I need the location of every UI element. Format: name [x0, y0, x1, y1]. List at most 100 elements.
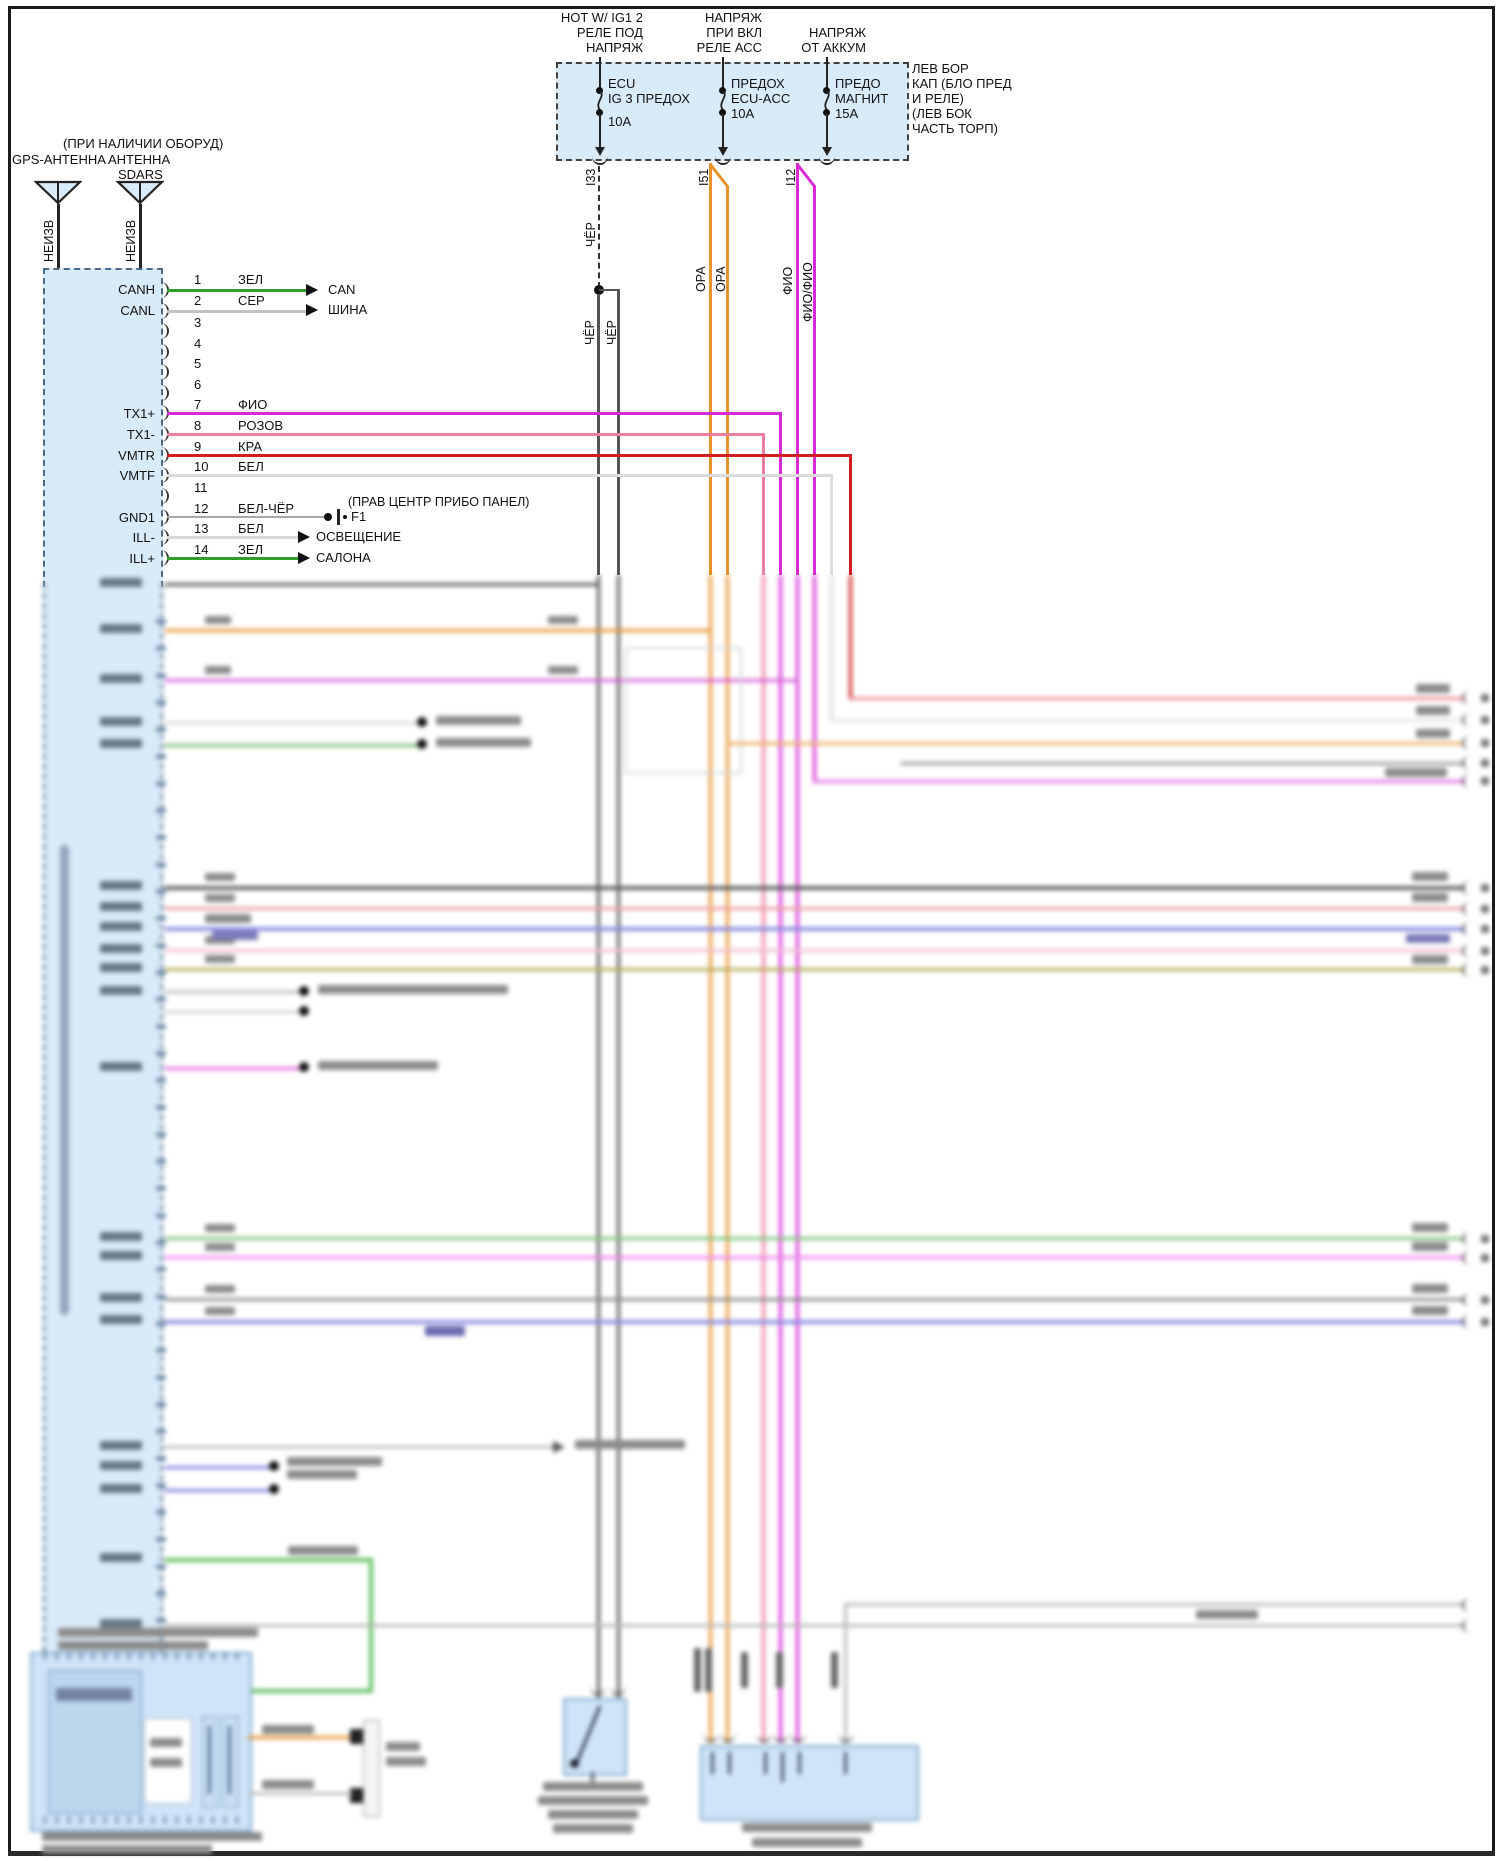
- fuse-box-side-note-3: И РЕЛЕ): [912, 91, 964, 106]
- fuse2-out-arrow-icon: [718, 147, 728, 156]
- illum-dest-1: ОСВЕЩЕНИЕ: [316, 529, 402, 544]
- fuse1-amp: 10A: [608, 114, 632, 129]
- circuit1-feed-line: [599, 57, 601, 89]
- row992-dot: [299, 986, 309, 996]
- row698-label: [1416, 684, 1450, 693]
- amp-slot2-tick: [228, 1726, 231, 1794]
- pin12-color: БЕЛ-ЧЁР: [238, 501, 295, 516]
- row-white-720: [831, 719, 1465, 722]
- fuse3-label-2: МАГНИТ: [835, 91, 889, 106]
- wire-canh: [167, 289, 307, 292]
- wire-orange-split: [708, 163, 730, 188]
- amp-inner-label2: [150, 1758, 182, 1767]
- pin10-name: VMTF: [119, 468, 155, 483]
- wire-pink-v2: [762, 575, 765, 1743]
- row1012-dot: [299, 1006, 309, 1016]
- pin5-arc-icon: [158, 364, 169, 380]
- rnum-1258: [1481, 1254, 1489, 1262]
- frame-bottom: [8, 1851, 1495, 1856]
- fuse-box-side-note-2: КАП (БЛО ПРЕД: [912, 76, 1012, 91]
- pin4-arc-icon: [158, 344, 169, 360]
- row-1447: [165, 1446, 555, 1448]
- gnd1-ground-note: (ПРАВ ЦЕНТР ПРИБО ПАНЕЛ): [348, 495, 530, 509]
- redge-1625: [1462, 1619, 1473, 1633]
- circuit2-feed-line: [722, 57, 724, 89]
- row-1467: [165, 1466, 270, 1469]
- fuse3-bottom-dot: [823, 109, 830, 116]
- sdars-antenna-lead: [139, 204, 142, 268]
- rnum-781: [1481, 777, 1489, 785]
- row-grey-723: [165, 722, 421, 724]
- pin4-num: 4: [194, 336, 202, 351]
- row763-label: [1385, 768, 1447, 777]
- row720-label: [1416, 706, 1450, 715]
- amp-slot1-tick: [208, 1726, 211, 1794]
- row929-mid-label: [212, 931, 258, 940]
- row-green-745: [165, 744, 421, 747]
- pin9-color: КРА: [238, 439, 263, 454]
- pin1-name: CANH: [118, 282, 155, 297]
- redge-909: [1462, 902, 1473, 916]
- row630-gauge1: [205, 616, 231, 624]
- row-1604: [845, 1603, 1465, 1606]
- row-red-698: [850, 697, 1465, 700]
- row723-label: [436, 716, 521, 725]
- gnd1-ground-id: F1: [351, 509, 367, 524]
- amp-wire-label1: [262, 1725, 314, 1734]
- amp-wire-label2: [262, 1780, 314, 1789]
- amp-caption-bot2: [42, 1845, 212, 1854]
- fuse3-element-icon: [824, 90, 830, 111]
- fuse2-label-1: ПРЕДОХ: [731, 76, 785, 91]
- redge-970: [1462, 963, 1473, 977]
- amp-inner-label1: [150, 1738, 182, 1747]
- row1467-pin-label: [100, 1461, 142, 1470]
- row1258-pin-label: [100, 1251, 142, 1260]
- row584-pin-label: [100, 578, 142, 587]
- grouping-box: [625, 647, 742, 774]
- frame-left: [8, 6, 11, 1856]
- redge-1300: [1462, 1293, 1473, 1307]
- fuse3-amp: 15A: [835, 106, 859, 121]
- mod-vlabel4: [776, 1652, 783, 1688]
- row-888: [165, 886, 1465, 890]
- row1467-dot: [269, 1461, 279, 1471]
- mod-conn-mark4: [773, 1733, 789, 1742]
- pin2-name: CANL: [120, 303, 155, 318]
- connector-vertical-text: [60, 845, 69, 1315]
- wire-mag1-v2: [796, 575, 799, 1743]
- amp-caption-top2: [58, 1641, 208, 1650]
- wire-black1-v2: [597, 575, 600, 1698]
- row-grey-763: [900, 762, 1465, 765]
- fuse3-out-line: [826, 114, 828, 148]
- wire-mag2-v2: [813, 575, 816, 783]
- wire-black2-v: [617, 290, 620, 575]
- row680-pin-label: [100, 674, 142, 683]
- fuse1-bottom-dot: [596, 109, 603, 116]
- fuse1-out-line: [599, 114, 601, 148]
- pin2-num: 2: [194, 293, 202, 308]
- fuse-box: [556, 62, 909, 161]
- switch-conn-mark1: [590, 1686, 606, 1695]
- row1322-gauge: [205, 1307, 235, 1315]
- row-orange-630: [165, 629, 712, 632]
- wire-gnd1: [167, 516, 325, 518]
- row970-rlabel: [1412, 955, 1448, 964]
- rnum-720: [1481, 716, 1489, 724]
- pin14-num: 14: [194, 542, 209, 557]
- fuse2-amp: 10A: [731, 106, 755, 121]
- pin14-color: ЗЕЛ: [238, 542, 264, 557]
- wire-mag-split: [795, 163, 817, 188]
- mod-conn-mark1: [703, 1733, 719, 1742]
- pin8-color: РОЗОВ: [238, 418, 283, 433]
- rnum-950: [1481, 947, 1489, 955]
- pin14-name: ILL+: [129, 551, 155, 566]
- fuse1-top-dot: [596, 87, 603, 94]
- fuse2-connector-mark-icon: [715, 156, 731, 165]
- frame-top: [8, 6, 1495, 9]
- row-1258: [165, 1256, 1465, 1259]
- amp-conn-pin2: [350, 1788, 363, 1803]
- redge-720: [1462, 713, 1473, 727]
- row1322-rlabel: [1412, 1306, 1448, 1315]
- antenna-note: (ПРИ НАЛИЧИИ ОБОРУД): [63, 136, 224, 151]
- black-junction-stub: [599, 289, 620, 291]
